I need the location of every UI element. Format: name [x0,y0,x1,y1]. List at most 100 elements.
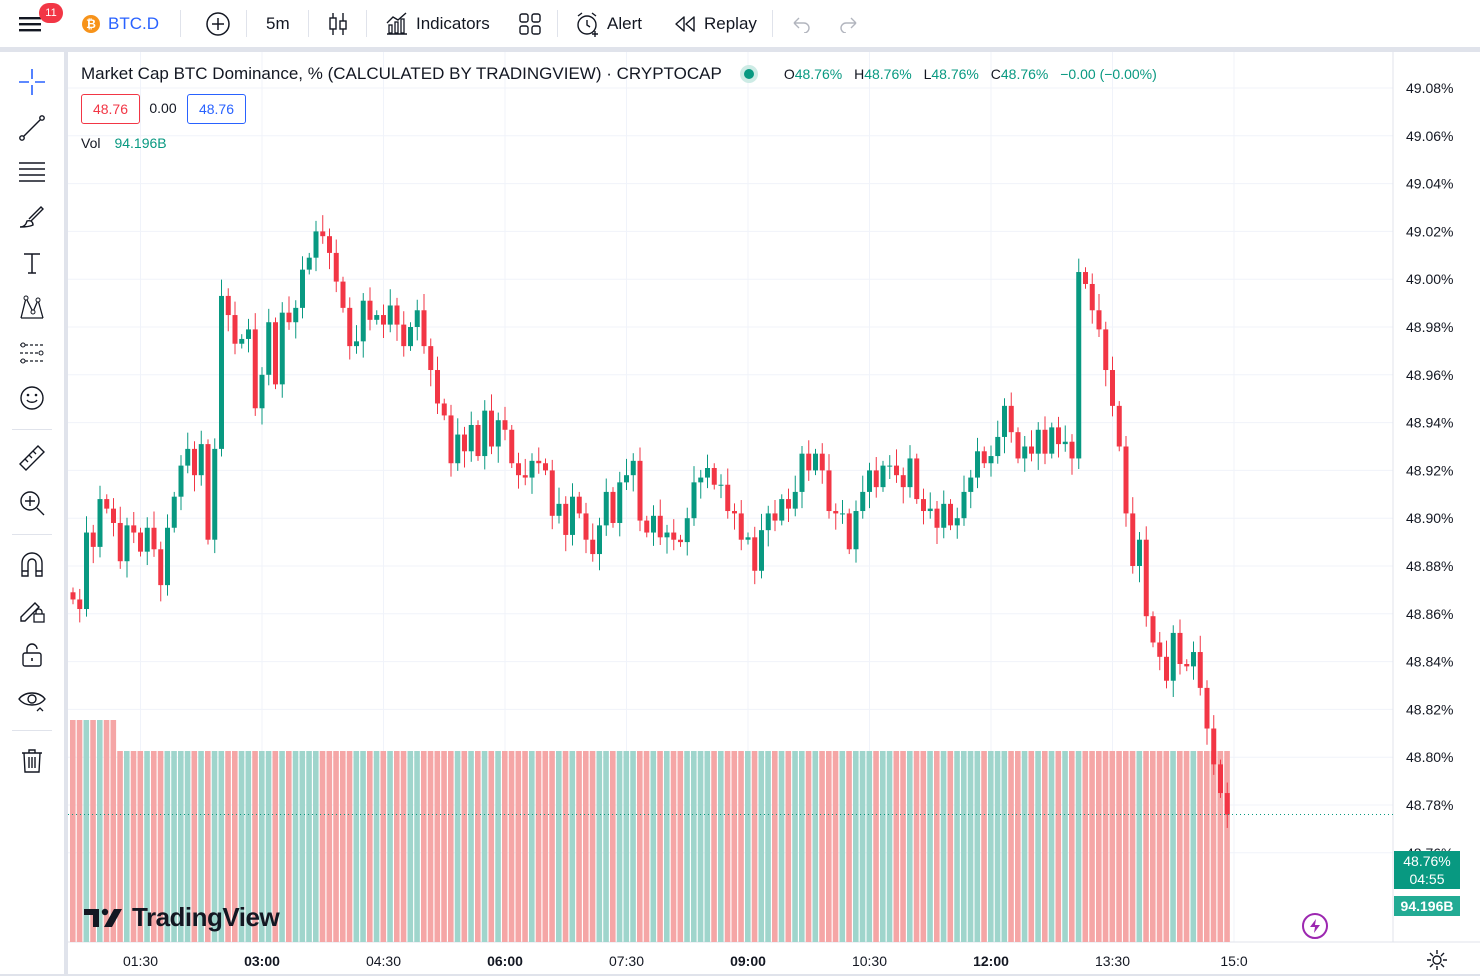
buy-button[interactable]: 48.76 [187,94,246,124]
candle-body [536,460,542,464]
candle-body [792,491,798,509]
toolbar-divider [246,10,247,37]
drawing-toolbar [0,52,64,974]
tradingview-logo[interactable]: TradingView [84,902,280,933]
volume-bar [380,751,387,942]
volume-bar [1069,751,1075,942]
menu-button[interactable] [18,0,44,47]
candle-body [1191,652,1196,667]
candle-body [1218,764,1223,794]
volume-bar [272,751,279,942]
candle-body [1184,663,1190,667]
volume-bar [859,751,866,942]
text-tool[interactable] [14,245,50,281]
volume-bar [340,751,346,942]
toolbar-divider [180,10,181,37]
layout-button[interactable] [518,0,542,47]
ohlc-values: O48.76% H48.76% L48.76% C48.76% −0.00 (−… [784,66,1165,82]
candle-body [259,374,265,409]
candle-body [374,315,380,320]
candle-body [138,532,143,552]
candle-body [968,477,974,492]
toolbar-divider [772,10,773,37]
emoji-tool[interactable] [14,380,50,416]
volume-bar [556,751,562,942]
volume-bar [886,751,893,942]
alert-button[interactable]: Alert [575,0,642,47]
forecast-tool[interactable] [14,335,50,371]
unlock-tool[interactable] [14,637,50,673]
candle-body [448,415,454,464]
volume-bar [920,751,927,942]
candle-body [657,515,663,538]
replay-label: Replay [704,13,757,33]
volume-bar [1075,751,1082,942]
candle-body [846,513,852,550]
volume-bar [373,751,380,942]
chart-pane[interactable]: 49.08% 49.06% 49.04% 49.02% 49.00% 48.98% 48.9… [68,52,1480,974]
interval-button[interactable]: 5m [266,0,290,47]
volume-bar [826,751,832,942]
volume-bar [974,751,981,942]
candle-body [691,482,697,519]
lightning-icon [1310,919,1320,933]
hide-drawings-tool[interactable] [14,682,50,718]
sidebar-divider [12,730,52,731]
notification-badge: 11 [39,3,63,23]
chart-settings-button[interactable] [1426,949,1448,971]
candle-body [799,453,805,492]
lock-drawings-tool[interactable] [14,592,50,628]
volume-bar [589,751,596,942]
candle-body [1150,616,1156,643]
candle-body [306,257,312,270]
candle-body [583,513,589,540]
volume-bar [988,751,994,942]
symbol-search-button[interactable]: ₿ BTC.D [82,0,159,47]
volume-bar [650,751,657,942]
candle-body [556,503,562,516]
volume-bar [292,751,299,942]
price-chart[interactable]: 49.08% 49.06% 49.04% 49.02% 49.00% 48.98% 48.9… [68,52,1480,974]
candle-body [117,522,123,562]
volume-bar [954,751,960,942]
horizontal-lines-tool[interactable] [14,154,50,190]
brush-tool[interactable] [14,200,50,236]
y-tick-label: 49.04% [1406,176,1453,192]
candle-body [826,470,832,512]
volume-bar [1204,751,1210,942]
volume-bar [259,751,265,942]
remove-drawings-tool[interactable] [14,742,50,778]
spread-value: 0.00 [142,94,184,122]
trend-line-tool[interactable] [14,110,50,146]
volume-bar [542,751,549,942]
candle-body [495,420,501,447]
replay-button[interactable]: Replay [674,0,757,47]
volume-bar [670,751,677,942]
quick-action-button[interactable] [1302,913,1328,939]
zoom-tool[interactable] [14,485,50,521]
candle-body [381,315,386,325]
volume-bar [900,751,906,942]
pattern-tool[interactable] [14,290,50,326]
volume-bar [765,751,771,942]
indicators-button[interactable]: Indicators [384,0,490,47]
magnet-tool[interactable] [14,547,50,583]
close-value: 48.76% [1000,66,1049,82]
candle-body [1062,441,1068,445]
crosshair-tool[interactable] [14,64,50,100]
undo-button[interactable] [790,0,812,47]
candle-body [806,453,812,471]
candle-body [455,434,461,464]
candle-body [745,537,751,540]
redo-button[interactable] [838,0,860,47]
candle-body [718,484,724,486]
candles-icon [329,12,347,35]
compare-button[interactable] [205,0,231,47]
volume-bar [427,751,434,942]
sell-button[interactable]: 48.76 [81,94,140,124]
ruler-tool[interactable] [14,440,50,476]
alarm-clock-icon [577,11,598,37]
volume-bar [913,751,920,942]
chart-type-button[interactable] [326,0,350,47]
volume-bar [488,751,495,942]
